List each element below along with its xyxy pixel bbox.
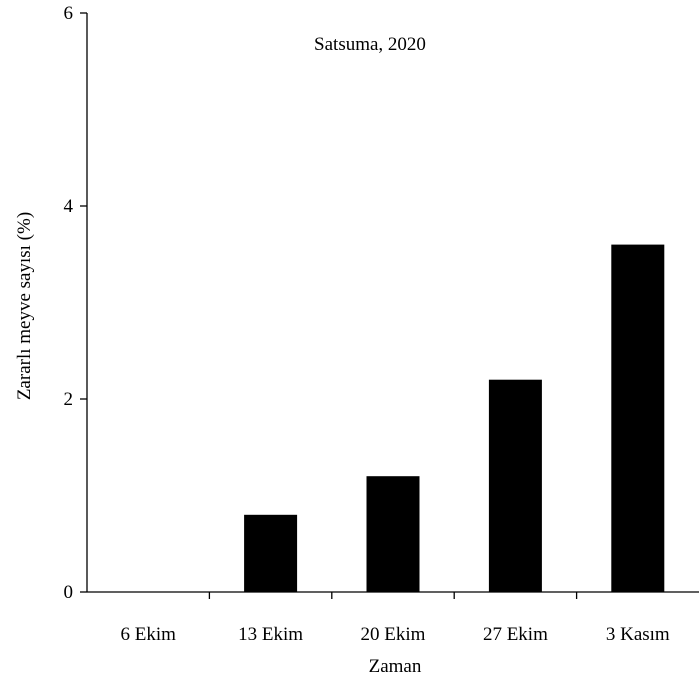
x-tick-label: 6 Ekim — [120, 624, 176, 645]
bar — [611, 244, 665, 592]
y-axis-label: Zararlı meyve sayısı (%) — [14, 212, 35, 400]
bar — [366, 476, 420, 592]
chart-title: Satsuma, 2020 — [314, 34, 426, 55]
bar — [244, 514, 298, 592]
y-tick-label: 4 — [64, 196, 74, 217]
y-ticks: 0 2 4 6 — [64, 3, 87, 603]
x-tick-label: 27 Ekim — [483, 624, 548, 645]
x-ticks: 6 Ekim 13 Ekim 20 Ekim 27 Ekim 3 Kasım — [120, 592, 670, 645]
bar — [488, 379, 542, 592]
y-tick-label: 0 — [64, 582, 74, 603]
x-tick-label: 3 Kasım — [606, 624, 670, 645]
x-axis-label: Zaman — [369, 656, 422, 677]
x-tick-label: 20 Ekim — [361, 624, 426, 645]
y-tick-label: 2 — [64, 389, 74, 410]
x-tick-label: 13 Ekim — [238, 624, 303, 645]
y-tick-label: 6 — [64, 3, 74, 24]
bars — [244, 244, 665, 592]
